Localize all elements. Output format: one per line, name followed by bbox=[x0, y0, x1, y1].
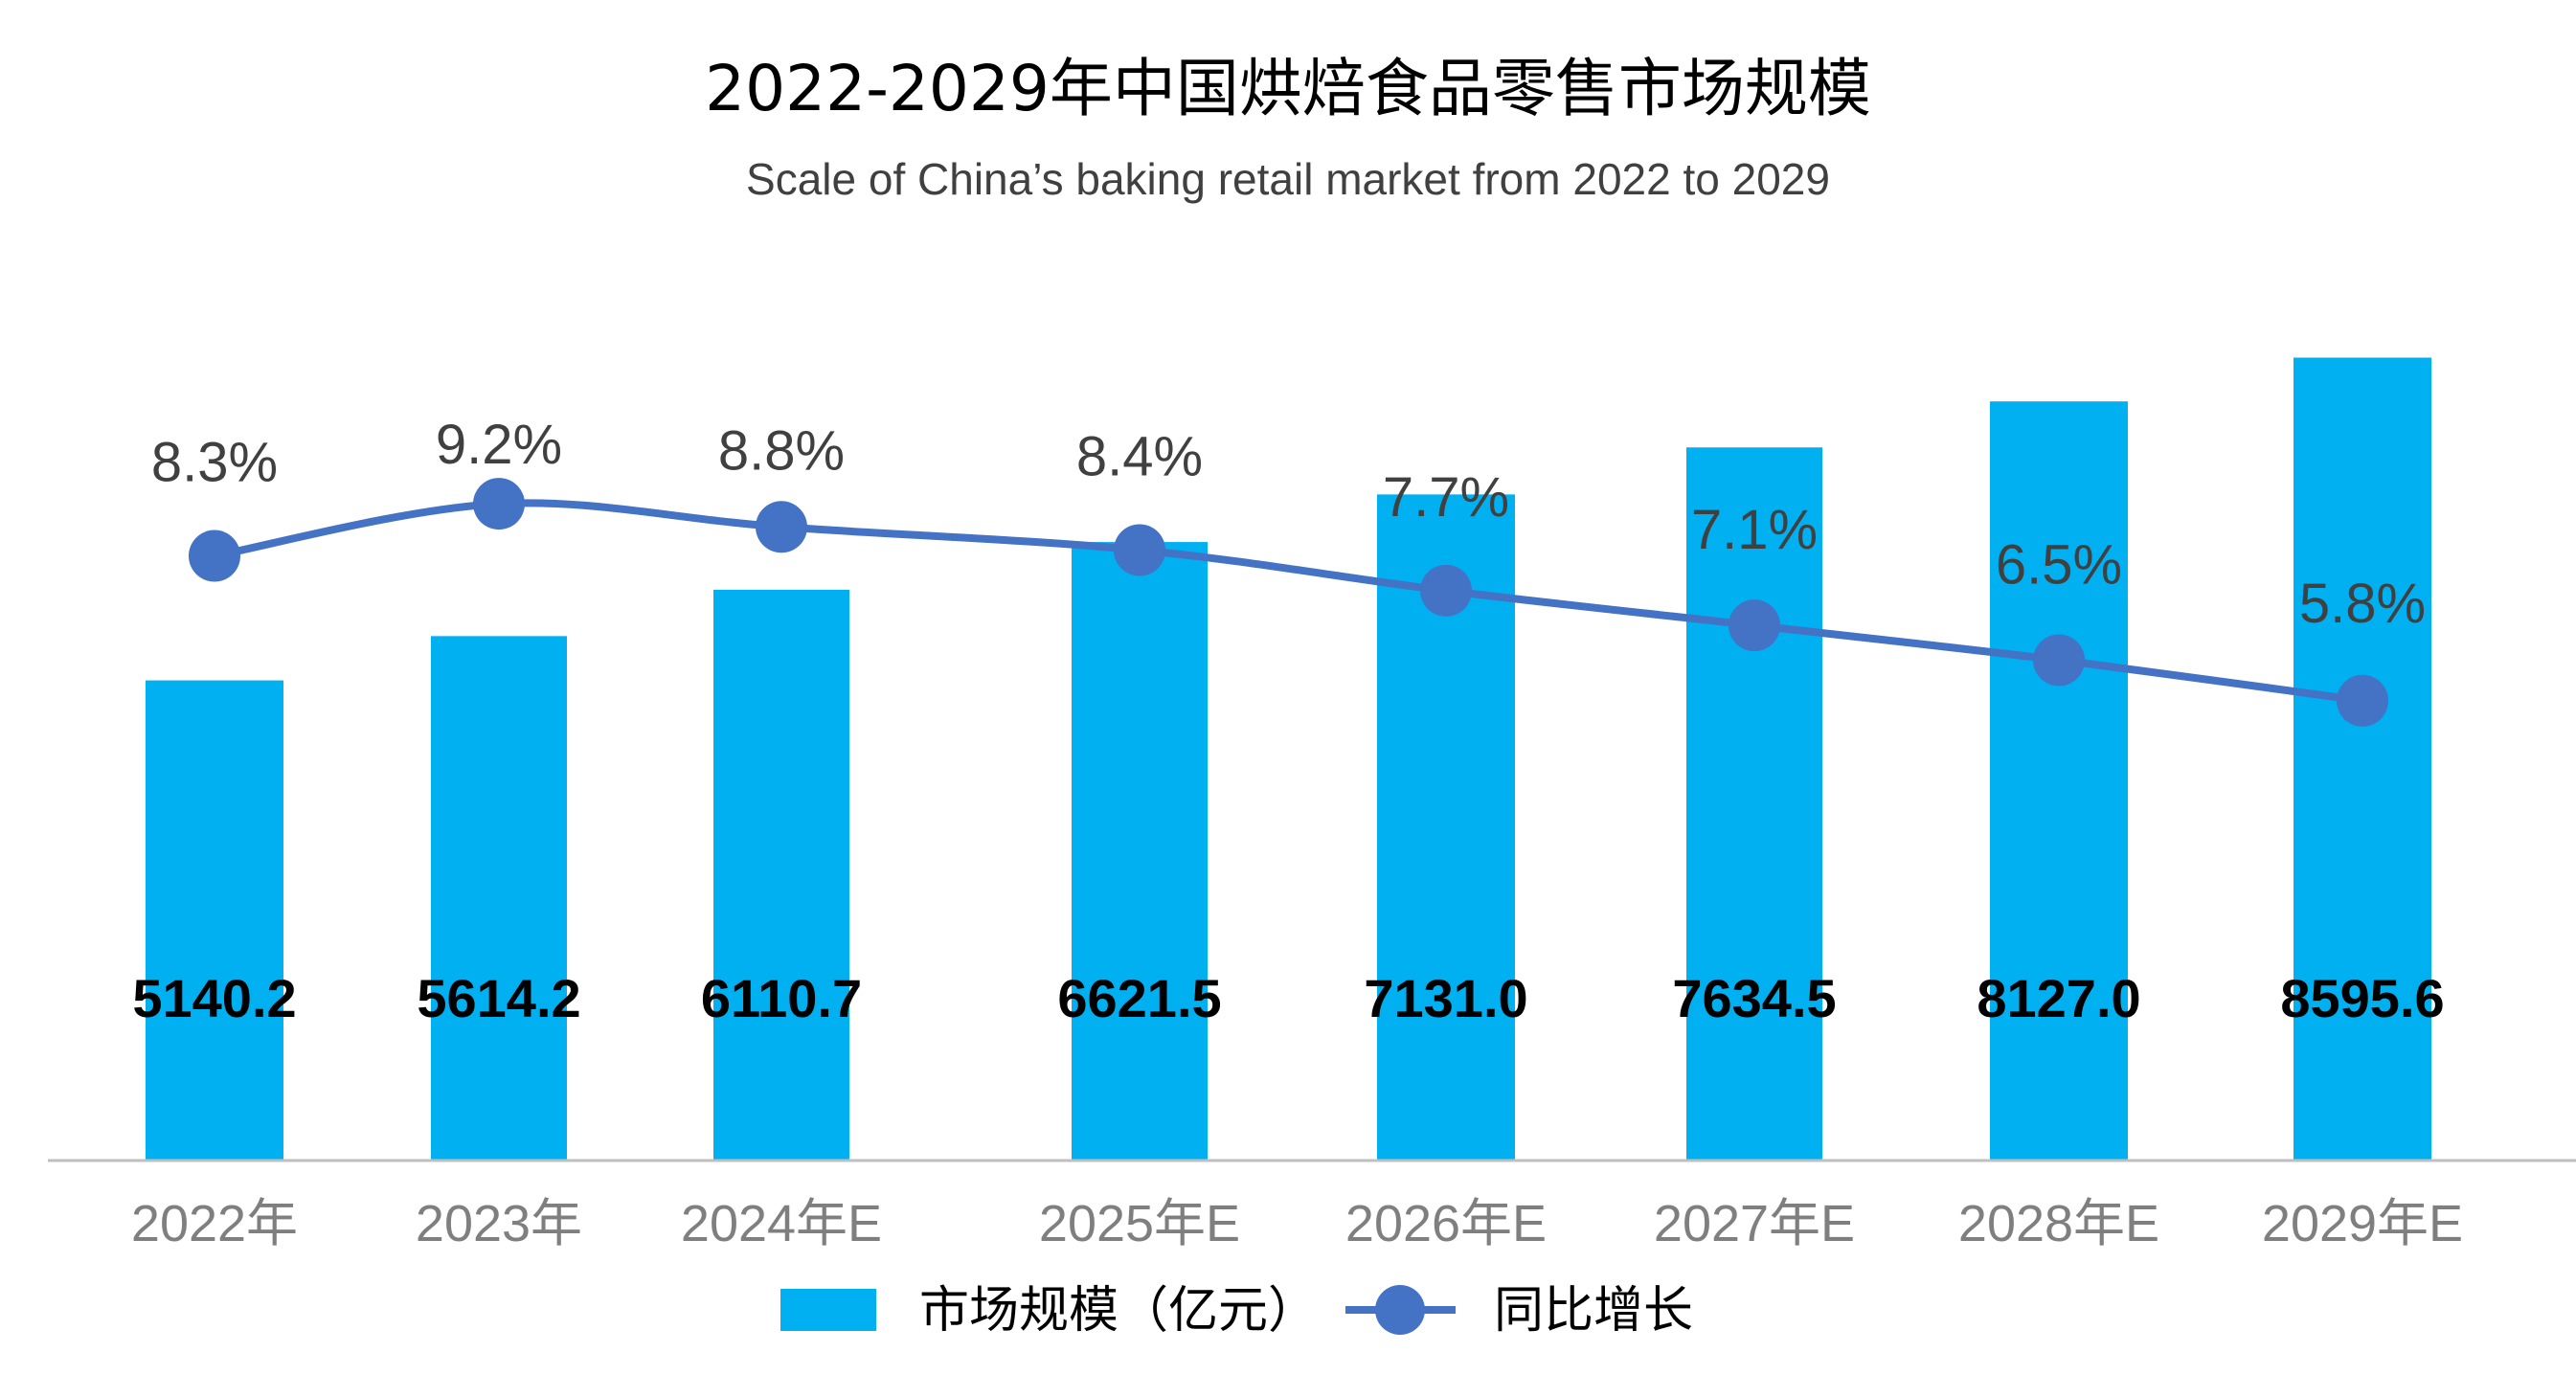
growth-label-4: 7.7% bbox=[1383, 466, 1509, 529]
x-tick-3: 2025年E bbox=[1039, 1195, 1240, 1252]
bar-7 bbox=[2294, 357, 2431, 1161]
bar-2 bbox=[713, 589, 849, 1161]
growth-marker-1 bbox=[473, 478, 525, 530]
bar-6 bbox=[1990, 401, 2128, 1161]
bar-label-1: 5614.2 bbox=[417, 968, 580, 1028]
growth-marker-3 bbox=[1114, 524, 1165, 576]
bar-label-6: 8127.0 bbox=[1977, 968, 2140, 1028]
legend-bar-label: 市场规模（亿元） bbox=[919, 1282, 1318, 1340]
x-tick-7: 2029年E bbox=[2262, 1195, 2463, 1252]
x-axis-tick-labels: 2022年 2023年 2024年E 2025年E 2026年E 2027年E 2028年E… bbox=[131, 1195, 2463, 1252]
bar-series bbox=[146, 357, 2431, 1161]
x-tick-0: 2022年 bbox=[131, 1195, 298, 1252]
chart-subtitle: Scale of China’s baking retail market fr… bbox=[746, 154, 1830, 204]
x-tick-1: 2023年 bbox=[416, 1195, 582, 1252]
growth-label-1: 9.2% bbox=[436, 414, 562, 476]
growth-marker-5 bbox=[1729, 599, 1780, 652]
growth-marker-4 bbox=[1420, 564, 1472, 617]
growth-marker-6 bbox=[2033, 634, 2085, 687]
bar-label-5: 7634.5 bbox=[1672, 968, 1836, 1028]
growth-marker-2 bbox=[756, 501, 807, 553]
growth-value-labels: 8.3% 9.2% 8.8% 8.4% 7.7% 7.1% 6.5% 5.8% bbox=[151, 414, 2426, 635]
bar-label-3: 6621.5 bbox=[1057, 968, 1221, 1028]
bar-label-4: 7131.0 bbox=[1364, 968, 1527, 1028]
bar-label-7: 8595.6 bbox=[2280, 968, 2444, 1028]
growth-line bbox=[214, 499, 2363, 705]
legend: 市场规模（亿元） 同比增长 bbox=[780, 1282, 1693, 1340]
legend-bar-swatch bbox=[780, 1289, 876, 1331]
growth-marker-7 bbox=[2337, 674, 2388, 727]
legend-line-label: 同比增长 bbox=[1494, 1282, 1693, 1340]
bar-1 bbox=[431, 636, 567, 1161]
bar-value-labels: 5140.2 5614.2 6110.7 6621.5 7131.0 7634.5 8127… bbox=[132, 968, 2444, 1028]
growth-markers bbox=[189, 478, 2388, 727]
bar-5 bbox=[1686, 447, 1822, 1161]
x-tick-6: 2028年E bbox=[1958, 1195, 2159, 1252]
growth-label-5: 7.1% bbox=[1691, 499, 1818, 561]
bar-3 bbox=[1072, 542, 1208, 1161]
x-tick-4: 2026年E bbox=[1345, 1195, 1547, 1252]
growth-label-3: 8.4% bbox=[1076, 426, 1203, 488]
x-tick-5: 2027年E bbox=[1654, 1195, 1855, 1252]
bar-label-2: 6110.7 bbox=[701, 968, 862, 1028]
x-tick-2: 2024年E bbox=[681, 1195, 882, 1252]
growth-label-7: 5.8% bbox=[2299, 573, 2426, 635]
bar-label-0: 5140.2 bbox=[132, 968, 296, 1028]
legend-line-marker bbox=[1375, 1285, 1425, 1335]
growth-label-6: 6.5% bbox=[1996, 533, 2122, 596]
growth-label-0: 8.3% bbox=[151, 432, 278, 494]
bar-0 bbox=[146, 680, 283, 1161]
chart-title: 2022-2029年中国烘焙食品零售市场规模 bbox=[705, 52, 1871, 125]
growth-marker-0 bbox=[189, 530, 240, 582]
growth-label-2: 8.8% bbox=[718, 419, 845, 482]
